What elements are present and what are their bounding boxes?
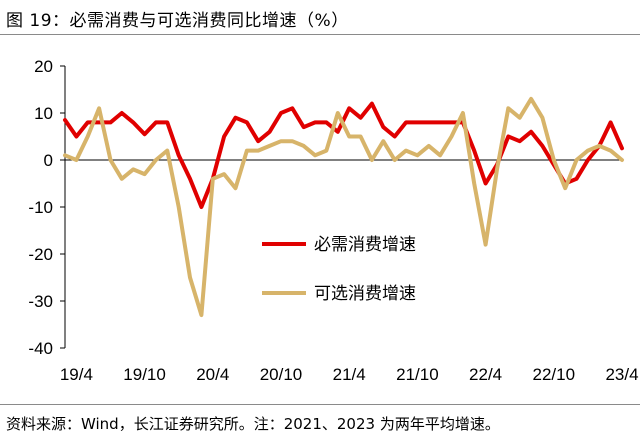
source-divider [0,404,640,405]
y-tick-label: -10 [28,198,53,217]
x-tick-label: 21/10 [396,365,439,384]
axes: 20 10 0 -10 -20 -30 -40 19/4 19/10 20/4 20/10 21/4 2… [28,57,638,384]
chart-title: 图 19：必需消费与可选消费同比增速（%） [6,11,349,31]
series-lines [63,96,624,318]
y-tick-label: -30 [28,292,53,311]
legend-label: 必需消费增速 [314,235,416,255]
series-line-1 [63,101,624,209]
x-tick-label: 20/10 [260,365,303,384]
y-tick-label: 10 [34,104,53,123]
y-tick-label: -40 [28,339,53,358]
x-tick-label: 20/4 [196,365,229,384]
legend-label: 可选消费增速 [314,284,416,304]
source-note: 资料来源：Wind，长江证券研究所。注：2021、2023 为两年平均增速。 [6,415,500,433]
series-line-2 [63,96,624,318]
y-tick-label: 0 [44,151,53,170]
y-tick-label: -20 [28,245,53,264]
x-tick-label: 21/4 [333,365,366,384]
x-tick-label: 23/4 [605,365,638,384]
line-chart: 20 10 0 -10 -20 -30 -40 19/4 19/10 20/4 20/10 21/4 2… [28,57,638,384]
x-tick-label: 19/4 [60,365,93,384]
x-tick-label: 22/10 [533,365,576,384]
y-tick-label: 20 [34,57,53,76]
x-tick-label: 19/10 [123,365,166,384]
x-tick-label: 22/4 [469,365,502,384]
title-divider [0,34,640,35]
